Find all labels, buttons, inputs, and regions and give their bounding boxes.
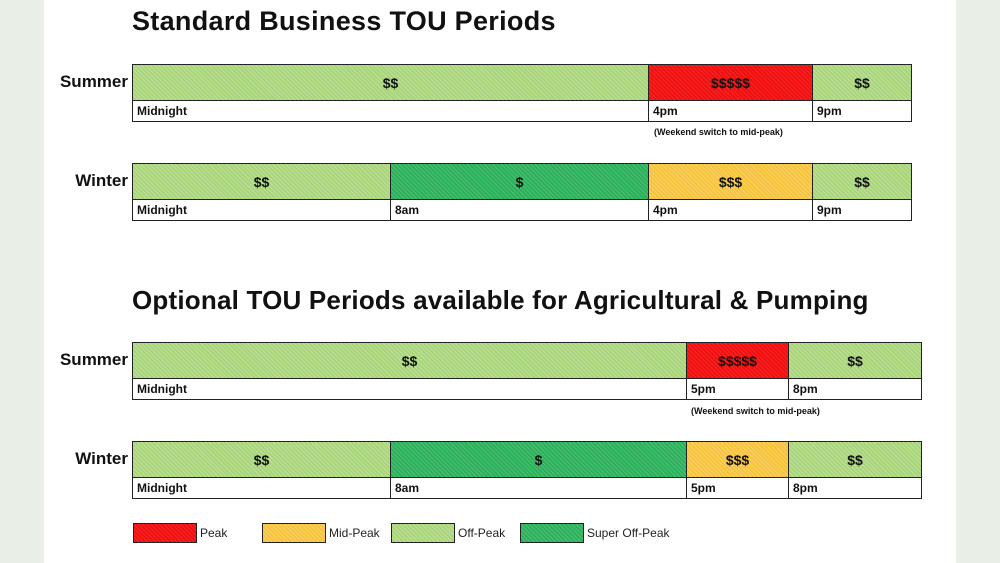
s1-winter-offpeak-1: $$ <box>132 163 391 200</box>
s2-summer-time-5pm: 5pm <box>686 378 789 400</box>
s1-winter-time-8am: 8am <box>390 199 649 221</box>
s2-winter-offpeak-2: $$ <box>788 441 922 478</box>
s2-summer-offpeak-2: $$ <box>788 342 922 379</box>
s1-winter-offpeak-2: $$ <box>812 163 912 200</box>
s1-summer-time-4pm: 4pm <box>648 100 813 122</box>
s1-winter-superoffpeak: $ <box>390 163 649 200</box>
s1-summer-peak: $$$$$ <box>648 64 813 101</box>
s2-summer-time-8pm: 8pm <box>788 378 922 400</box>
legend-offpeak-swatch <box>391 523 455 543</box>
legend-superoffpeak-swatch <box>520 523 584 543</box>
s1-winter-midpeak: $$$ <box>648 163 813 200</box>
s1-winter-time-midnight: Midnight <box>132 199 391 221</box>
legend-midpeak-swatch <box>262 523 326 543</box>
s2-winter-label: Winter <box>75 449 128 468</box>
s2-winter-offpeak-1: $$ <box>132 441 391 478</box>
s2-winter-superoffpeak: $ <box>390 441 687 478</box>
s1-weekend-note: (Weekend switch to mid-peak) <box>654 127 783 137</box>
s1-winter-label: Winter <box>75 171 128 190</box>
s2-winter-time-8am: 8am <box>390 477 687 499</box>
s1-summer-offpeak-2: $$ <box>812 64 912 101</box>
s1-summer-label: Summer <box>59 72 128 91</box>
s2-summer-label: Summer <box>59 350 128 369</box>
s2-winter-time-5pm: 5pm <box>686 477 789 499</box>
s1-winter-time-9pm: 9pm <box>812 199 912 221</box>
legend-superoffpeak-label: Super Off-Peak <box>587 526 670 540</box>
s2-summer-offpeak-1: $$ <box>132 342 687 379</box>
s2-summer-peak: $$$$$ <box>686 342 789 379</box>
s1-winter-time-4pm: 4pm <box>648 199 813 221</box>
section2-title: Optional TOU Periods available for Agric… <box>132 285 869 315</box>
legend-midpeak-label: Mid-Peak <box>329 526 380 540</box>
s2-winter-time-midnight: Midnight <box>132 477 391 499</box>
section1-title: Standard Business TOU Periods <box>132 6 556 36</box>
legend-offpeak-label: Off-Peak <box>458 526 506 540</box>
s2-winter-time-8pm: 8pm <box>788 477 922 499</box>
s2-weekend-note: (Weekend switch to mid-peak) <box>691 406 820 416</box>
s2-winter-midpeak: $$$ <box>686 441 789 478</box>
s2-summer-time-midnight: Midnight <box>132 378 687 400</box>
s1-summer-offpeak-1: $$ <box>132 64 649 101</box>
s1-summer-time-9pm: 9pm <box>812 100 912 122</box>
legend-peak-swatch <box>133 523 197 543</box>
s1-summer-time-midnight: Midnight <box>132 100 649 122</box>
legend-peak-label: Peak <box>200 526 228 540</box>
